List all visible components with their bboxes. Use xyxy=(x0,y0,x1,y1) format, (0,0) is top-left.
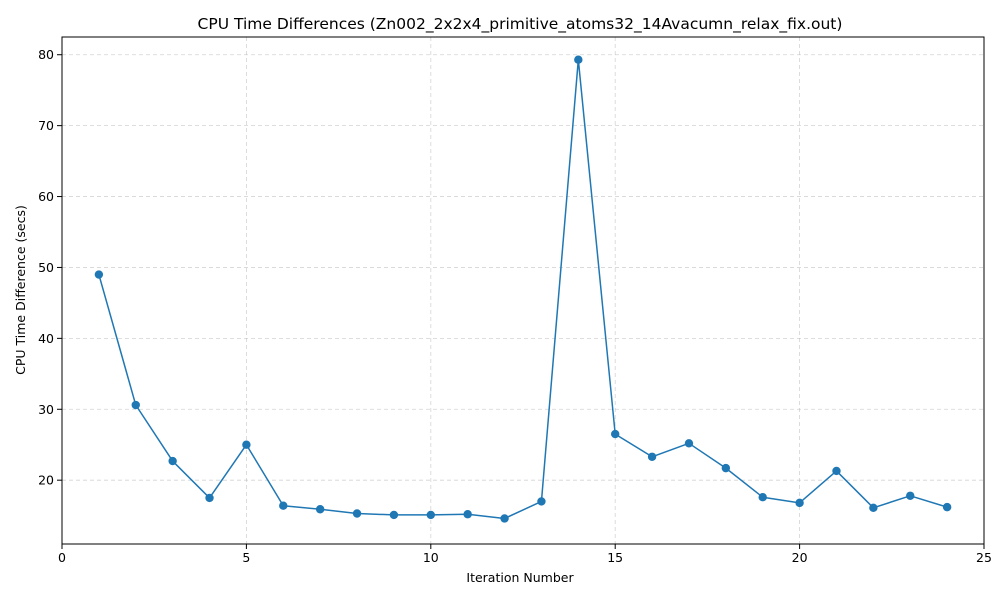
y-tick-label-60: 60 xyxy=(38,189,54,204)
x-tick-label-20: 20 xyxy=(792,550,808,565)
data-point-14 xyxy=(574,55,583,64)
axis-ticks: 0 5 10 15 20 25 20 30 40 50 60 70 80 xyxy=(38,47,992,565)
data-point-7 xyxy=(315,505,325,514)
data-point-16 xyxy=(647,452,657,461)
x-tick-label-15: 15 xyxy=(607,550,623,565)
y-tick-label-20: 20 xyxy=(38,473,54,488)
data-point-23 xyxy=(906,491,915,500)
x-tick-label-0: 0 xyxy=(58,550,66,565)
y-tick-label-30: 30 xyxy=(38,402,54,417)
data-point-22 xyxy=(869,503,878,513)
data-point-5 xyxy=(242,440,251,449)
data-point-24 xyxy=(942,502,952,512)
grid-lines xyxy=(61,37,985,544)
data-point-17 xyxy=(684,439,694,448)
data-point-4 xyxy=(205,493,214,503)
data-point-12 xyxy=(500,514,509,523)
data-point-9 xyxy=(389,510,399,520)
x-tick-label-5: 5 xyxy=(242,550,250,565)
series-line xyxy=(98,58,948,520)
y-tick-label-70: 70 xyxy=(38,118,54,133)
data-point-6 xyxy=(279,501,288,510)
data-point-21 xyxy=(832,466,841,476)
data-point-15 xyxy=(611,429,620,439)
y-tick-label-50: 50 xyxy=(38,260,54,275)
x-tick-label-10: 10 xyxy=(423,550,439,565)
data-point-13 xyxy=(537,497,546,506)
data-point-3 xyxy=(168,456,177,466)
x-tick-label-25: 25 xyxy=(976,550,992,565)
chart-title: CPU Time Differences (Zn002_2x2x4_primit… xyxy=(198,15,843,34)
data-point-20 xyxy=(795,498,804,508)
y-tick-label-40: 40 xyxy=(38,331,54,346)
data-point-19 xyxy=(758,493,767,502)
x-axis-label: Iteration Number xyxy=(466,570,574,585)
data-point-11 xyxy=(463,510,472,519)
y-tick-label-80: 80 xyxy=(38,47,54,62)
data-point-1 xyxy=(94,270,104,279)
data-series xyxy=(94,55,952,523)
data-point-8 xyxy=(352,509,362,518)
data-point-10 xyxy=(426,510,435,520)
y-axis-label: CPU Time Difference (secs) xyxy=(13,205,28,375)
data-point-2 xyxy=(131,400,140,410)
plot-frame xyxy=(61,36,985,545)
data-point-18 xyxy=(721,463,731,473)
